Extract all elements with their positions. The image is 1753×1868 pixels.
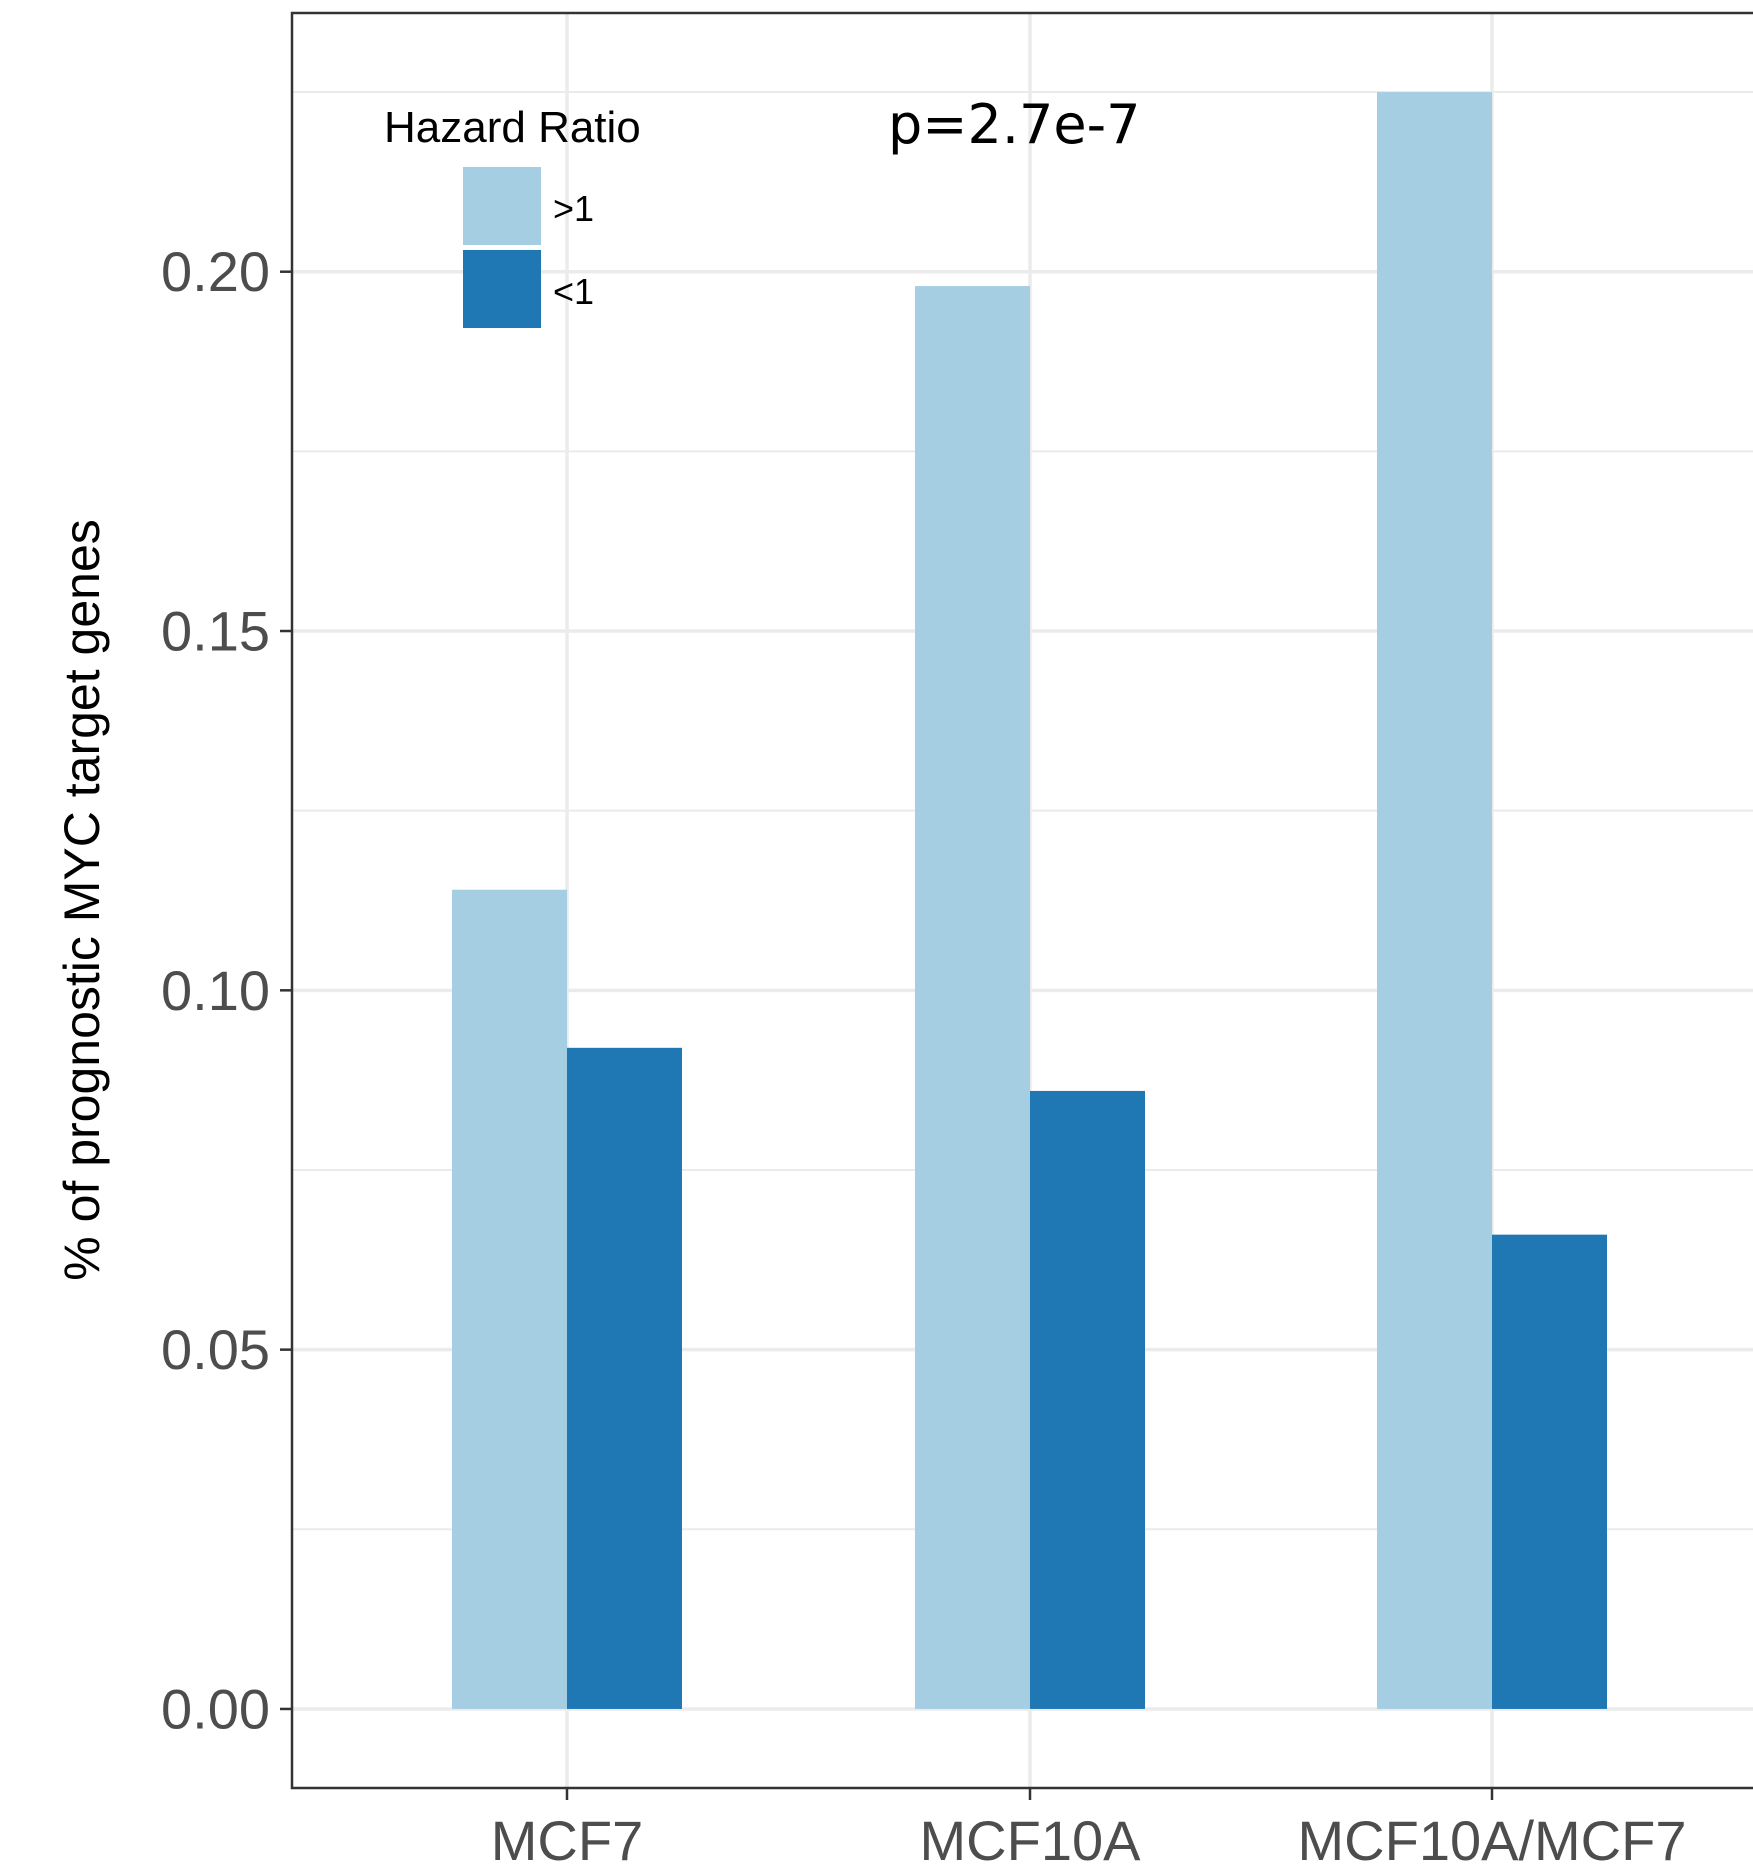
x-tick-label: MCF10A (920, 1809, 1142, 1868)
bar-mcf7-hr-lt-1 (567, 1047, 682, 1709)
legend-title: Hazard Ratio (384, 103, 641, 152)
y-tick-label: 0.05 (161, 1318, 270, 1381)
y-tick-label: 0.00 (161, 1677, 270, 1740)
p-value-annotation: p=2.7e-7 (888, 93, 1140, 156)
bar-mcf10a-mcf7-hr-gt-1 (1377, 92, 1492, 1709)
bar-mcf10a-hr-lt-1 (1030, 1090, 1145, 1709)
x-axis: MCF7 MCF10A MCF10A/MCF7 (491, 1788, 1687, 1868)
legend-label-hr-gt-1: >1 (553, 188, 594, 229)
y-tick-label: 0.20 (161, 240, 270, 303)
panel-border (290, 11, 1753, 1790)
y-tick-label: 0.15 (161, 600, 270, 663)
x-tick-label: MCF10A/MCF7 (1298, 1809, 1687, 1868)
bars (452, 92, 1607, 1709)
legend-swatch-hr-gt-1 (463, 167, 541, 245)
legend-label-hr-lt-1: <1 (553, 271, 594, 312)
legend-swatch-hr-lt-1 (463, 250, 541, 328)
y-axis-title: % of prognostic MYC target genes (54, 519, 110, 1281)
bar-mcf10a-hr-gt-1 (915, 286, 1030, 1709)
legend: Hazard Ratio >1 <1 (384, 103, 641, 328)
y-tick-label: 0.10 (161, 959, 270, 1022)
x-tick-label: MCF7 (491, 1809, 643, 1868)
bar-mcf10a-mcf7-hr-lt-1 (1492, 1234, 1607, 1709)
y-axis: 0.00 0.05 0.10 0.15 0.20 (161, 240, 292, 1740)
bar-mcf7-hr-gt-1 (452, 889, 567, 1709)
